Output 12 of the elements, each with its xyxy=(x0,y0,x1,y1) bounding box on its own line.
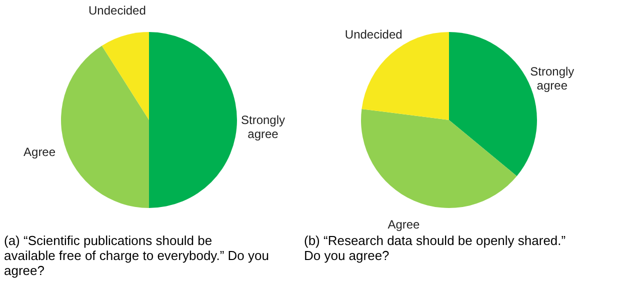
slice-label: Undecided xyxy=(88,4,146,18)
pie-slice xyxy=(102,32,149,120)
slice-label: Strongly agree xyxy=(240,113,286,141)
slice-label: Agree xyxy=(388,218,420,232)
slice-label: Undecided xyxy=(344,27,402,42)
pie-slice xyxy=(61,46,149,208)
pie-slice xyxy=(361,108,517,208)
slice-label: Agree xyxy=(24,144,56,159)
pie-slice xyxy=(149,32,237,208)
slice-label: Strongly agree xyxy=(530,64,574,92)
text: (a) “Scientific publications should be available free of charge to everybody.” Do you agree? xyxy=(4,233,269,278)
text: (b) “Research data should be openly shared.” Do you agree? xyxy=(304,233,566,263)
